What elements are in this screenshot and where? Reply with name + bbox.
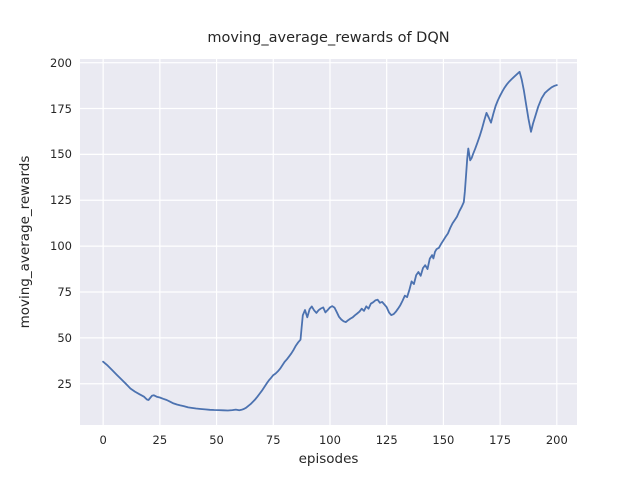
plot-area	[80, 59, 577, 425]
x-tick-label: 0	[99, 433, 107, 447]
x-tick-label: 150	[432, 433, 455, 447]
x-tick-label: 25	[152, 433, 168, 447]
x-tick-label: 175	[489, 433, 512, 447]
dqn-rewards-line	[102, 70, 558, 412]
y-tick-label: 175	[50, 101, 72, 116]
x-tick-label: 75	[265, 433, 281, 447]
y-tick-label: 50	[57, 330, 72, 345]
x-axis-label: episodes	[298, 451, 359, 467]
x-tick-label: 100	[318, 433, 341, 447]
y-tick-label: 75	[57, 284, 72, 299]
y-tick-label: 25	[57, 376, 72, 391]
y-tick-label: 125	[50, 193, 72, 208]
x-tick-label: 50	[209, 433, 224, 447]
x-tick-label: 200	[545, 433, 568, 447]
plot-background	[80, 59, 577, 425]
y-tick-label: 200	[50, 55, 72, 70]
y-tick-label: 150	[50, 147, 72, 162]
chart-title: moving_average_rewards of DQN	[207, 30, 450, 46]
x-tick-label: 125	[375, 433, 398, 447]
line-chart-svg	[80, 59, 577, 425]
y-tick-label: 100	[50, 239, 72, 254]
